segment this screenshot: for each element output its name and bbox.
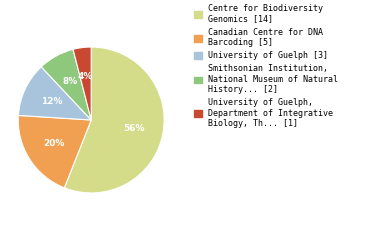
Wedge shape: [73, 47, 91, 120]
Legend: Centre for Biodiversity
Genomics [14], Canadian Centre for DNA
Barcoding [5], Un: Centre for Biodiversity Genomics [14], C…: [194, 4, 338, 128]
Text: 8%: 8%: [62, 77, 78, 86]
Text: 12%: 12%: [41, 97, 62, 106]
Wedge shape: [18, 115, 91, 188]
Wedge shape: [41, 49, 91, 120]
Text: 4%: 4%: [78, 72, 93, 81]
Text: 56%: 56%: [124, 124, 145, 133]
Text: 20%: 20%: [44, 139, 65, 148]
Wedge shape: [18, 67, 91, 120]
Wedge shape: [64, 47, 164, 193]
